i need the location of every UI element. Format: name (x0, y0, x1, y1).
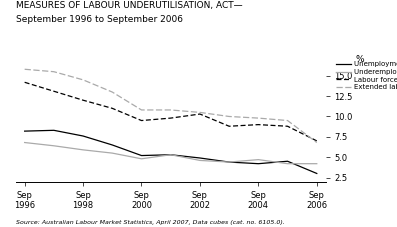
Extended labour force underutilisation rate (314, 141, 319, 144)
Labour force underutilisation rate (168, 117, 173, 119)
Underemployment rate (22, 141, 27, 144)
Labour force underutilisation rate (22, 81, 27, 84)
Labour force underutilisation rate (285, 125, 290, 128)
Unemployment rate (314, 172, 319, 175)
Underemployment rate (110, 152, 115, 154)
Y-axis label: %: % (356, 54, 364, 64)
Underemployment rate (285, 162, 290, 165)
Unemployment rate (52, 129, 56, 132)
Text: September 1996 to September 2006: September 1996 to September 2006 (16, 15, 183, 24)
Underemployment rate (227, 161, 231, 163)
Extended labour force underutilisation rate (139, 109, 144, 111)
Underemployment rate (256, 158, 261, 161)
Labour force underutilisation rate (52, 90, 56, 93)
Unemployment rate (139, 154, 144, 157)
Unemployment rate (285, 160, 290, 163)
Unemployment rate (198, 157, 202, 159)
Underemployment rate (139, 158, 144, 160)
Extended labour force underutilisation rate (22, 68, 27, 71)
Unemployment rate (168, 153, 173, 156)
Extended labour force underutilisation rate (81, 79, 85, 81)
Labour force underutilisation rate (314, 140, 319, 142)
Unemployment rate (81, 135, 85, 137)
Unemployment rate (110, 144, 115, 146)
Labour force underutilisation rate (110, 107, 115, 110)
Unemployment rate (256, 162, 261, 165)
Extended labour force underutilisation rate (198, 111, 202, 114)
Line: Labour force underutilisation rate: Labour force underutilisation rate (25, 82, 317, 141)
Labour force underutilisation rate (227, 125, 231, 128)
Extended labour force underutilisation rate (227, 115, 231, 118)
Labour force underutilisation rate (198, 113, 202, 115)
Unemployment rate (22, 130, 27, 133)
Underemployment rate (314, 162, 319, 165)
Extended labour force underutilisation rate (52, 70, 56, 73)
Line: Unemployment rate: Unemployment rate (25, 130, 317, 173)
Line: Extended labour force underutilisation rate: Extended labour force underutilisation r… (25, 69, 317, 143)
Unemployment rate (227, 161, 231, 163)
Underemployment rate (52, 144, 56, 147)
Legend: Unemployment rate, Underemployment rate, Labour force underutilisation rate, Ext: Unemployment rate, Underemployment rate,… (336, 61, 397, 90)
Underemployment rate (198, 159, 202, 162)
Extended labour force underutilisation rate (110, 91, 115, 94)
Labour force underutilisation rate (139, 119, 144, 122)
Extended labour force underutilisation rate (256, 117, 261, 119)
Extended labour force underutilisation rate (168, 109, 173, 111)
Labour force underutilisation rate (256, 123, 261, 126)
Underemployment rate (81, 148, 85, 151)
Underemployment rate (168, 153, 173, 156)
Line: Underemployment rate: Underemployment rate (25, 143, 317, 164)
Labour force underutilisation rate (81, 99, 85, 101)
Text: Source: Australian Labour Market Statistics, April 2007, Data cubes (cat. no. 61: Source: Australian Labour Market Statist… (16, 220, 285, 225)
Extended labour force underutilisation rate (285, 119, 290, 122)
Text: MEASURES OF LABOUR UNDERUTILISATION, ACT—: MEASURES OF LABOUR UNDERUTILISATION, ACT… (16, 1, 243, 10)
